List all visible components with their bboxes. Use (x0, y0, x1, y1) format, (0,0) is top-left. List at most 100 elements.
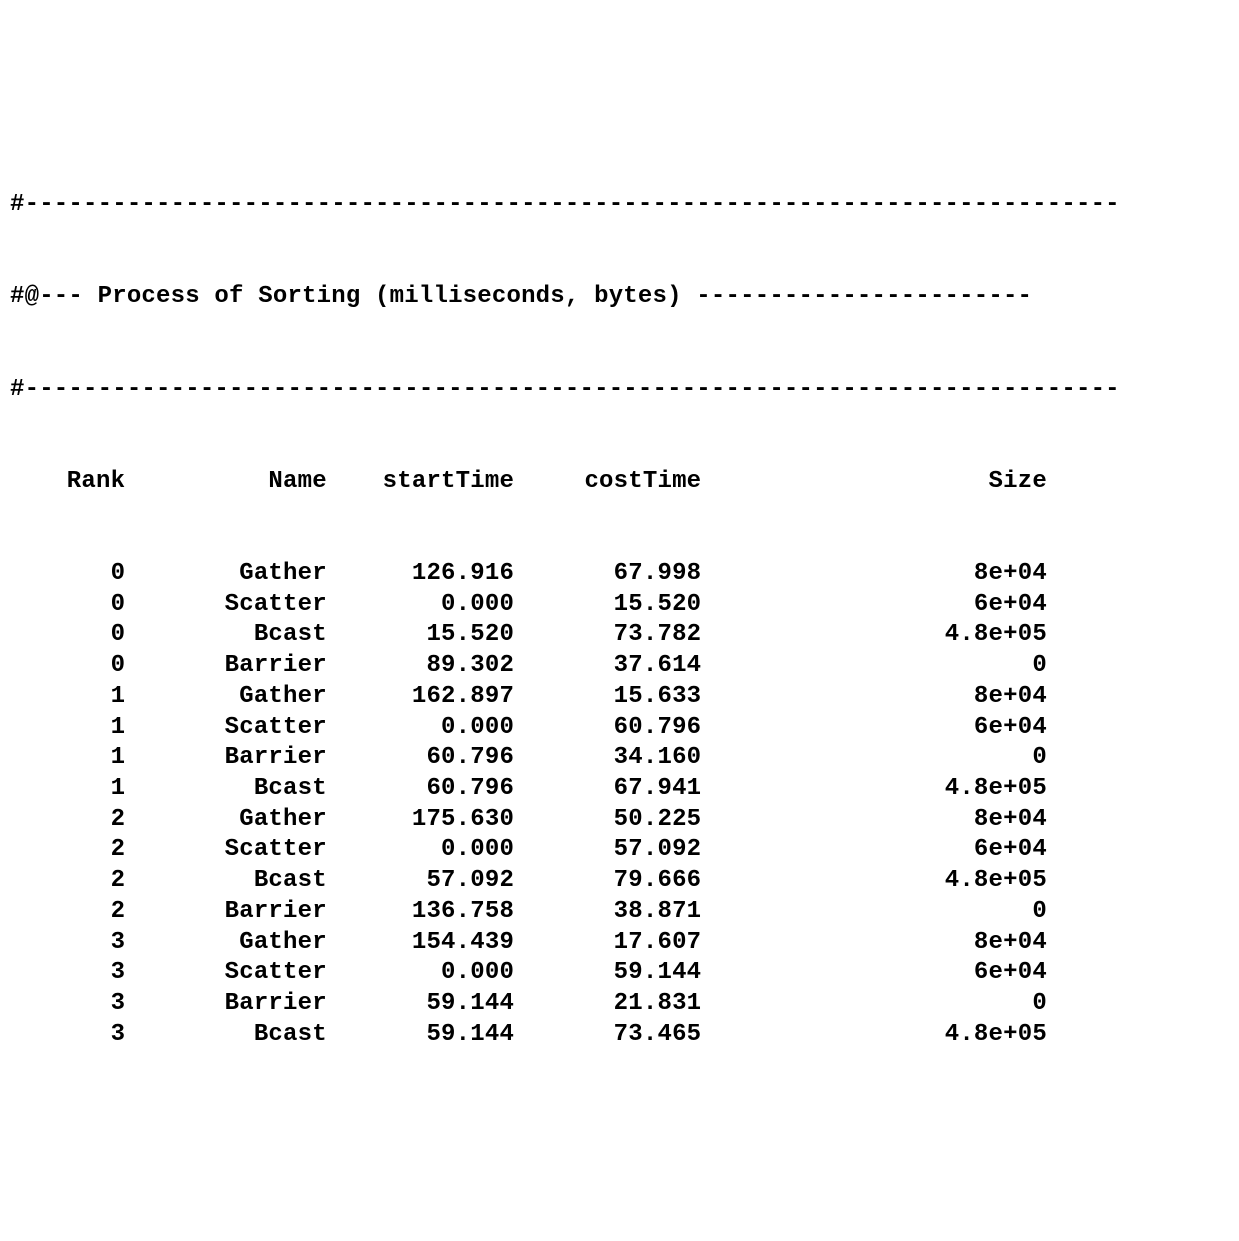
cell-name: Bcast (125, 620, 327, 651)
cell-starttime: 0.000 (327, 713, 514, 744)
cell-costtime: 37.614 (514, 651, 701, 682)
table-row: 1Gather162.89715.6338e+04 (10, 682, 1229, 713)
table-row: 3Barrier59.14421.8310 (10, 989, 1229, 1020)
cell-size: 8e+04 (701, 559, 1047, 590)
table-row: 0Gather126.91667.9988e+04 (10, 559, 1229, 590)
col-rank: Rank (10, 467, 125, 498)
cell-costtime: 38.871 (514, 897, 701, 928)
table-row: 3Scatter0.00059.1446e+04 (10, 958, 1229, 989)
cell-name: Barrier (125, 989, 327, 1020)
cell-size: 6e+04 (701, 590, 1047, 621)
table-row: 2Scatter0.00057.0926e+04 (10, 835, 1229, 866)
cell-size: 8e+04 (701, 805, 1047, 836)
cell-rank: 1 (10, 774, 125, 805)
data-rows: 0Gather126.91667.9988e+040Scatter0.00015… (10, 559, 1229, 1051)
cell-rank: 1 (10, 743, 125, 774)
cell-costtime: 50.225 (514, 805, 701, 836)
cell-size: 4.8e+05 (701, 866, 1047, 897)
cell-size: 0 (701, 989, 1047, 1020)
cell-starttime: 175.630 (327, 805, 514, 836)
cell-name: Bcast (125, 774, 327, 805)
cell-size: 6e+04 (701, 835, 1047, 866)
cell-name: Scatter (125, 958, 327, 989)
cell-rank: 1 (10, 682, 125, 713)
cell-costtime: 15.520 (514, 590, 701, 621)
cell-starttime: 59.144 (327, 989, 514, 1020)
cell-rank: 0 (10, 559, 125, 590)
cell-costtime: 57.092 (514, 835, 701, 866)
cell-name: Bcast (125, 1020, 327, 1051)
cell-rank: 2 (10, 866, 125, 897)
table-row: 1Bcast60.79667.9414.8e+05 (10, 774, 1229, 805)
table-row: 1Scatter0.00060.7966e+04 (10, 713, 1229, 744)
cell-starttime: 0.000 (327, 590, 514, 621)
cell-starttime: 15.520 (327, 620, 514, 651)
header-title: #@--- Process of Sorting (milliseconds, … (10, 282, 1229, 313)
cell-costtime: 73.782 (514, 620, 701, 651)
col-name: Name (125, 467, 327, 498)
header-rule-bottom: #---------------------------------------… (10, 375, 1229, 406)
cell-rank: 0 (10, 590, 125, 621)
cell-rank: 2 (10, 805, 125, 836)
cell-costtime: 67.941 (514, 774, 701, 805)
cell-starttime: 57.092 (327, 866, 514, 897)
cell-rank: 0 (10, 651, 125, 682)
table-row: 2Gather175.63050.2258e+04 (10, 805, 1229, 836)
cell-name: Barrier (125, 897, 327, 928)
table-row: 2Bcast57.09279.6664.8e+05 (10, 866, 1229, 897)
cell-costtime: 79.666 (514, 866, 701, 897)
cell-starttime: 154.439 (327, 928, 514, 959)
cell-size: 8e+04 (701, 928, 1047, 959)
cell-rank: 3 (10, 958, 125, 989)
cell-starttime: 136.758 (327, 897, 514, 928)
cell-size: 6e+04 (701, 713, 1047, 744)
cell-starttime: 59.144 (327, 1020, 514, 1051)
cell-size: 0 (701, 743, 1047, 774)
cell-rank: 2 (10, 897, 125, 928)
cell-size: 4.8e+05 (701, 1020, 1047, 1051)
cell-size: 0 (701, 897, 1047, 928)
cell-costtime: 15.633 (514, 682, 701, 713)
cell-starttime: 126.916 (327, 559, 514, 590)
cell-costtime: 67.998 (514, 559, 701, 590)
cell-rank: 0 (10, 620, 125, 651)
cell-starttime: 60.796 (327, 743, 514, 774)
cell-size: 4.8e+05 (701, 620, 1047, 651)
table-row: 0Scatter0.00015.5206e+04 (10, 590, 1229, 621)
cell-size: 0 (701, 651, 1047, 682)
cell-starttime: 89.302 (327, 651, 514, 682)
cell-name: Scatter (125, 835, 327, 866)
cell-name: Scatter (125, 590, 327, 621)
cell-size: 4.8e+05 (701, 774, 1047, 805)
cell-name: Gather (125, 928, 327, 959)
cell-starttime: 0.000 (327, 958, 514, 989)
table-row: 3Bcast59.14473.4654.8e+05 (10, 1020, 1229, 1051)
cell-rank: 2 (10, 835, 125, 866)
cell-name: Gather (125, 682, 327, 713)
table-row: 2Barrier136.75838.8710 (10, 897, 1229, 928)
cell-costtime: 21.831 (514, 989, 701, 1020)
column-headers: RankNamestartTimecostTimeSize (10, 467, 1229, 498)
table-row: 0Barrier89.30237.6140 (10, 651, 1229, 682)
cell-rank: 3 (10, 989, 125, 1020)
cell-starttime: 162.897 (327, 682, 514, 713)
table-row: 0Bcast15.52073.7824.8e+05 (10, 620, 1229, 651)
cell-costtime: 59.144 (514, 958, 701, 989)
cell-costtime: 17.607 (514, 928, 701, 959)
cell-name: Barrier (125, 743, 327, 774)
header-rule-top: #---------------------------------------… (10, 190, 1229, 221)
cell-starttime: 60.796 (327, 774, 514, 805)
cell-rank: 3 (10, 928, 125, 959)
table-row: 3Gather154.43917.6078e+04 (10, 928, 1229, 959)
col-starttime: startTime (327, 467, 514, 498)
cell-costtime: 34.160 (514, 743, 701, 774)
cell-costtime: 60.796 (514, 713, 701, 744)
cell-starttime: 0.000 (327, 835, 514, 866)
cell-size: 6e+04 (701, 958, 1047, 989)
cell-rank: 3 (10, 1020, 125, 1051)
cell-rank: 1 (10, 713, 125, 744)
col-costtime: costTime (514, 467, 701, 498)
terminal-output: #---------------------------------------… (10, 129, 1229, 1081)
table-row: 1Barrier60.79634.1600 (10, 743, 1229, 774)
cell-size: 8e+04 (701, 682, 1047, 713)
